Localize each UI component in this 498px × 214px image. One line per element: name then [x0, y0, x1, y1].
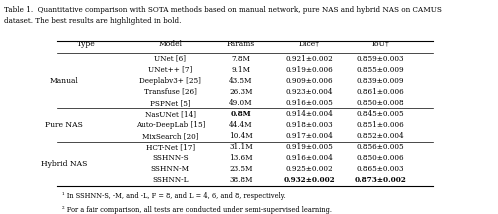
Text: Deeplabv3+ [25]: Deeplabv3+ [25] [139, 77, 201, 85]
Text: PSPNet [5]: PSPNet [5] [150, 99, 191, 107]
Text: 0.916±0.005: 0.916±0.005 [286, 99, 334, 107]
Text: 0.917±0.004: 0.917±0.004 [286, 132, 334, 140]
Text: 31.1M: 31.1M [229, 143, 253, 151]
Text: Dice†: Dice† [299, 40, 320, 48]
Text: 0.932±0.002: 0.932±0.002 [284, 176, 336, 184]
Text: 0.925±0.002: 0.925±0.002 [286, 165, 333, 173]
Text: 13.6M: 13.6M [229, 154, 253, 162]
Text: 0.861±0.006: 0.861±0.006 [357, 88, 404, 96]
Text: 0.851±0.006: 0.851±0.006 [357, 121, 404, 129]
Text: SSHNN-M: SSHNN-M [151, 165, 190, 173]
Text: 0.918±0.003: 0.918±0.003 [286, 121, 333, 129]
Text: 38.8M: 38.8M [229, 176, 253, 184]
Text: Manual: Manual [50, 77, 79, 85]
Text: Pure NAS: Pure NAS [45, 121, 83, 129]
Text: 7.8M: 7.8M [232, 55, 250, 62]
Text: Model: Model [158, 40, 182, 48]
Text: 0.839±0.009: 0.839±0.009 [357, 77, 404, 85]
Text: 43.5M: 43.5M [229, 77, 253, 85]
Text: 0.921±0.002: 0.921±0.002 [286, 55, 334, 62]
Text: 0.914±0.004: 0.914±0.004 [286, 110, 334, 118]
Text: 9.1M: 9.1M [232, 66, 250, 74]
Text: 0.873±0.002: 0.873±0.002 [355, 176, 406, 184]
Text: 0.845±0.005: 0.845±0.005 [357, 110, 404, 118]
Text: Table 1.  Quantitative comparison with SOTA methods based on manual network, pur: Table 1. Quantitative comparison with SO… [4, 6, 442, 25]
Text: UNet++ [7]: UNet++ [7] [148, 66, 192, 74]
Text: 0.856±0.005: 0.856±0.005 [357, 143, 404, 151]
Text: 26.3M: 26.3M [229, 88, 253, 96]
Text: Transfuse [26]: Transfuse [26] [144, 88, 197, 96]
Text: 0.919±0.006: 0.919±0.006 [286, 66, 334, 74]
Text: 49.0M: 49.0M [229, 99, 253, 107]
Text: 23.5M: 23.5M [229, 165, 253, 173]
Text: HCT-Net [17]: HCT-Net [17] [146, 143, 195, 151]
Text: SSHNN-S: SSHNN-S [152, 154, 189, 162]
Text: UNet [6]: UNet [6] [154, 55, 186, 62]
Text: 0.8M: 0.8M [231, 110, 251, 118]
Text: Auto-DeepLab [15]: Auto-DeepLab [15] [135, 121, 205, 129]
Text: IoU†: IoU† [372, 40, 389, 48]
Text: 0.865±0.003: 0.865±0.003 [357, 165, 404, 173]
Text: 0.859±0.003: 0.859±0.003 [357, 55, 404, 62]
Text: 0.850±0.008: 0.850±0.008 [357, 99, 404, 107]
Text: Params: Params [227, 40, 255, 48]
Text: 0.923±0.004: 0.923±0.004 [286, 88, 333, 96]
Text: 10.4M: 10.4M [229, 132, 253, 140]
Text: MixSearch [20]: MixSearch [20] [142, 132, 199, 140]
Text: 0.916±0.004: 0.916±0.004 [286, 154, 334, 162]
Text: 0.909±0.006: 0.909±0.006 [286, 77, 333, 85]
Text: 0.919±0.005: 0.919±0.005 [286, 143, 334, 151]
Text: Hybrid NAS: Hybrid NAS [41, 160, 87, 168]
Text: 0.855±0.009: 0.855±0.009 [357, 66, 404, 74]
Text: 0.850±0.006: 0.850±0.006 [357, 154, 404, 162]
Text: NasUNet [14]: NasUNet [14] [145, 110, 196, 118]
Text: ² For a fair comparison, all tests are conducted under semi-supervised learning.: ² For a fair comparison, all tests are c… [62, 206, 332, 214]
Text: SSHNN-L: SSHNN-L [152, 176, 189, 184]
Text: Type: Type [77, 40, 96, 48]
Text: 0.852±0.004: 0.852±0.004 [357, 132, 404, 140]
Text: ¹ In SSHNN-S, -M, and -L, F = 8, and L = 4, 6, and 8, respectively.: ¹ In SSHNN-S, -M, and -L, F = 8, and L =… [62, 192, 286, 200]
Text: 44.4M: 44.4M [229, 121, 253, 129]
